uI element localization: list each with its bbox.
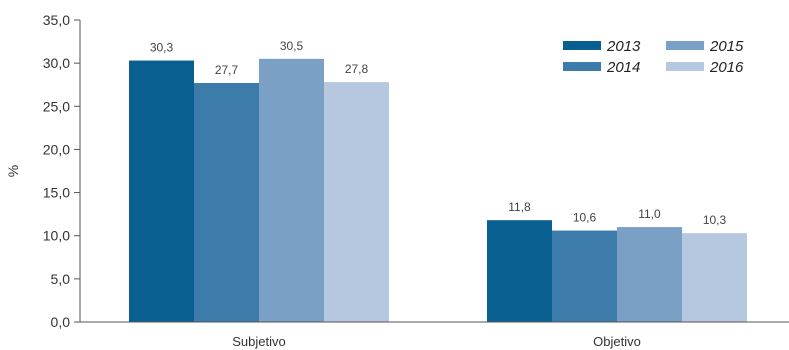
x-category-label: Subjetivo [232,334,285,349]
bar-2014-subjetivo [194,82,259,322]
bar-2014-objetivo [552,230,617,322]
legend: 2013 2014 2015 2016 [563,38,744,76]
y-tick-label: 25,0 [43,98,70,114]
y-axis-title: % [5,165,21,177]
legend-item-2014: 2014 [563,59,640,76]
value-label: 27,7 [215,63,239,77]
value-label: 10,3 [703,213,727,227]
bar-2015-objetivo [617,227,682,322]
bar-2013-objetivo [487,220,552,322]
legend-swatch [563,41,601,50]
legend-label: 2015 [709,38,744,55]
legend-swatch [666,62,704,71]
value-labels-group: 30,3 27,7 30,5 27,8 11,8 10,6 11,0 10,3 [150,39,727,227]
legend-item-2015: 2015 [666,38,744,55]
y-axis-title-group: % [5,165,21,177]
y-tick-label: 10,0 [43,228,70,244]
bar-2016-objetivo [682,233,747,322]
x-axis: Subjetivo Objetivo [80,321,789,349]
legend-item-2016: 2016 [666,59,744,76]
bar-2016-subjetivo [324,82,389,322]
legend-swatch [666,41,704,50]
x-category-label: Objetivo [593,334,641,349]
legend-label: 2016 [709,59,744,76]
value-label: 30,3 [150,41,174,55]
value-label: 11,0 [638,207,661,221]
legend-swatch [563,62,601,71]
y-tick-label: 5,0 [51,271,71,287]
value-label: 30,5 [280,39,304,53]
value-label: 27,8 [345,62,369,76]
y-tick-label: 35,0 [43,12,70,28]
legend-label: 2014 [606,59,640,76]
legend-label: 2013 [606,38,641,55]
bar-2015-subjetivo [259,58,324,322]
value-label: 11,8 [508,200,531,214]
y-tick-label: 30,0 [43,55,70,71]
value-label: 10,6 [573,211,597,225]
y-tick-label: 0,0 [51,314,71,330]
bar-2013-subjetivo [129,60,194,322]
y-tick-label: 15,0 [43,185,70,201]
legend-item-2013: 2013 [563,38,641,55]
y-tick-label: 20,0 [43,141,70,157]
bars-group [129,58,747,322]
y-axis: 0,0 5,0 10,0 15,0 20,0 25,0 30,0 35,0 [43,12,81,330]
